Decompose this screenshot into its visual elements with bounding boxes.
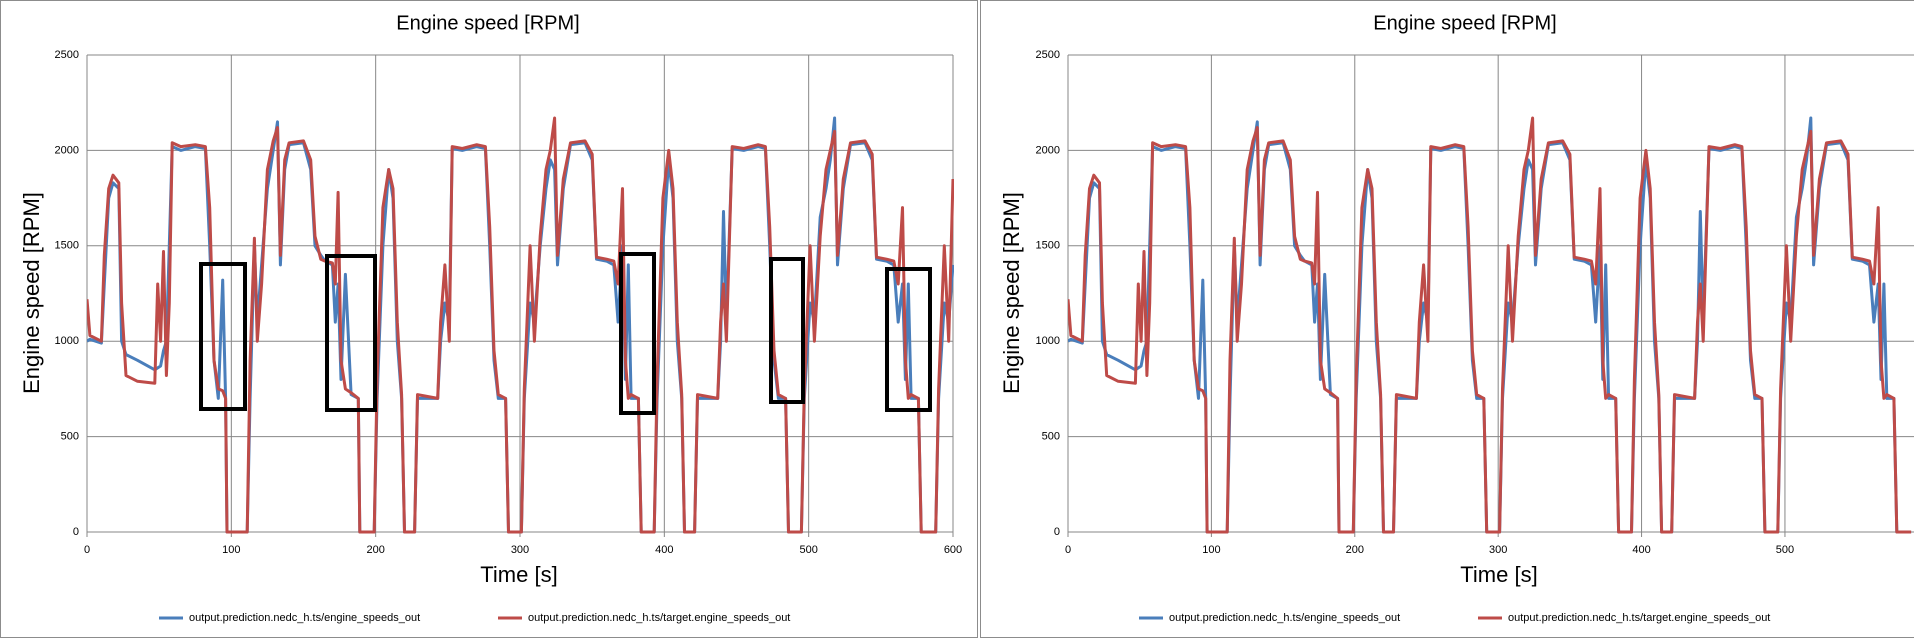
legend-label: output.prediction.nedc_h.ts/engine_speed… [189, 612, 420, 624]
x-tick-label: 300 [1489, 544, 1507, 556]
x-tick-label: 100 [1202, 544, 1220, 556]
x-axis-label: Time [s] [1460, 562, 1537, 587]
y-tick-label: 0 [73, 526, 79, 538]
y-tick-label: 2500 [55, 49, 79, 61]
y-tick-label: 1000 [55, 335, 79, 347]
legend-label: output.prediction.nedc_h.ts/target.engin… [1508, 612, 1770, 624]
y-axis-label: Engine speed [RPM] [19, 192, 44, 394]
y-tick-label: 2000 [1036, 144, 1060, 156]
y-tick-label: 1500 [55, 240, 79, 252]
x-tick-label: 400 [1632, 544, 1650, 556]
x-axis-label: Time [s] [480, 562, 557, 587]
x-tick-label: 500 [799, 544, 817, 556]
y-tick-label: 2000 [55, 144, 79, 156]
x-tick-label: 600 [944, 544, 962, 556]
x-tick-label: 500 [1776, 544, 1794, 556]
legend-label: output.prediction.nedc_h.ts/engine_speed… [1169, 612, 1400, 624]
y-tick-label: 500 [1042, 431, 1060, 443]
x-tick-label: 300 [511, 544, 529, 556]
y-tick-label: 500 [61, 431, 79, 443]
y-tick-label: 0 [1054, 526, 1060, 538]
legend-label: output.prediction.nedc_h.ts/target.engin… [528, 612, 790, 624]
y-tick-label: 1000 [1036, 335, 1060, 347]
y-tick-label: 2500 [1036, 49, 1060, 61]
x-tick-label: 400 [655, 544, 673, 556]
panel-border [981, 1, 1914, 638]
chart-title: Engine speed [RPM] [1373, 12, 1556, 34]
x-tick-label: 0 [84, 544, 90, 556]
y-axis-label: Engine speed [RPM] [999, 192, 1024, 394]
x-tick-label: 100 [222, 544, 240, 556]
chart-title: Engine speed [RPM] [396, 12, 579, 34]
x-tick-label: 0 [1065, 544, 1071, 556]
panel-border [1, 1, 978, 638]
x-tick-label: 200 [366, 544, 384, 556]
y-tick-label: 1500 [1036, 240, 1060, 252]
x-tick-label: 200 [1346, 544, 1364, 556]
